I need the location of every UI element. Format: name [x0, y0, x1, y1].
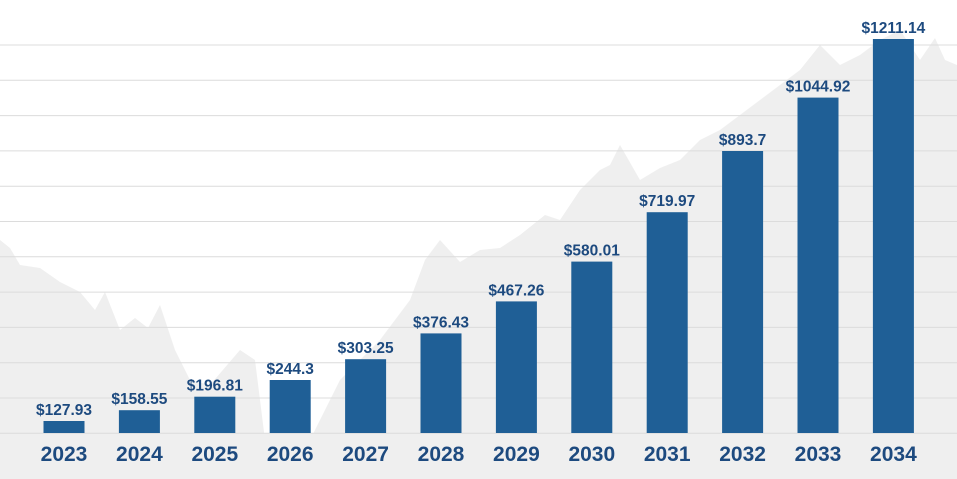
x-tick-label: 2032: [719, 443, 766, 466]
bar-2030: [571, 261, 613, 433]
bar-2033: [797, 97, 839, 433]
x-tick-label: 2024: [116, 443, 163, 466]
bar-2031: [646, 212, 688, 433]
x-tick-label: 2029: [493, 443, 540, 466]
bar-2034: [872, 39, 914, 433]
data-label: $1211.14: [862, 20, 926, 37]
x-tick-label: 2031: [644, 443, 691, 466]
data-label: $196.81: [187, 378, 243, 395]
bar-2029: [495, 301, 537, 433]
x-tick-label: 2027: [342, 443, 389, 466]
background-stock-area: [0, 30, 957, 479]
x-tick-label: 2034: [870, 443, 917, 466]
bar-2028: [420, 333, 462, 433]
data-label: $376.43: [413, 314, 469, 331]
data-label: $719.97: [639, 193, 695, 210]
bars: $127.93 2023 $158.55 2024 $196.81 2025 $244.3 2…: [36, 20, 926, 466]
x-tick-label: 2025: [191, 443, 238, 466]
data-label: $467.26: [488, 282, 544, 299]
bar-2023: [43, 421, 85, 433]
data-label: $127.93: [36, 402, 92, 419]
bar-2025: [194, 396, 236, 433]
bar-2027: [345, 359, 387, 433]
x-tick-label: 2028: [418, 443, 465, 466]
bar-2026: [269, 380, 311, 433]
data-label: $1044.92: [786, 79, 851, 96]
data-label: $158.55: [111, 391, 167, 408]
data-label: $580.01: [564, 243, 620, 260]
bar-2032: [722, 151, 764, 433]
background-area-shape: [0, 30, 957, 440]
data-label: $303.25: [338, 340, 394, 357]
x-tick-label: 2023: [41, 443, 88, 466]
bar-2024: [118, 410, 160, 433]
x-tick-label: 2030: [568, 443, 615, 466]
data-label: $893.7: [719, 132, 766, 149]
footer-band: [0, 433, 957, 479]
x-tick-label: 2033: [795, 443, 842, 466]
data-label: $244.3: [266, 361, 314, 378]
x-tick-label: 2026: [267, 443, 314, 466]
